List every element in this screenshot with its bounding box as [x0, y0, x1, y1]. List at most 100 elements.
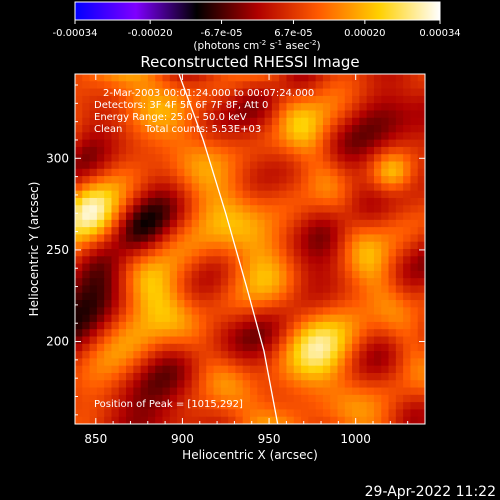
heatmap-cell [373, 212, 382, 221]
heatmap-cell [352, 270, 360, 279]
heatmap-cell [315, 416, 324, 424]
heatmap-cell [220, 278, 229, 287]
heatmap-cell [410, 278, 419, 287]
heatmap-cell [177, 249, 185, 257]
heatmap-cell [111, 205, 120, 214]
heatmap-cell [410, 351, 419, 359]
heatmap-cell [322, 263, 331, 272]
heatmap-cell [279, 372, 288, 381]
heatmap-cell [337, 227, 346, 236]
heatmap-cell [257, 372, 266, 381]
heatmap-cell [250, 103, 258, 112]
heatmap-cell [96, 263, 105, 272]
heatmap-cell [140, 168, 149, 177]
heatmap-cell [403, 329, 412, 338]
heatmap-cell [89, 146, 98, 155]
heatmap-cell [184, 190, 193, 199]
heatmap-cell [388, 285, 397, 294]
heatmap-cell [155, 307, 164, 316]
heatmap-cell [75, 219, 83, 228]
heatmap-cell [184, 402, 193, 411]
heatmap-cell [403, 314, 412, 323]
heatmap-cell [330, 139, 339, 148]
heatmap-cell [111, 321, 120, 330]
heatmap-cell [271, 394, 280, 403]
heatmap-cell [206, 183, 215, 192]
heatmap-cell [264, 365, 273, 374]
heatmap-cell [395, 81, 404, 90]
heatmap-cell [366, 227, 375, 236]
heatmap-cell [198, 110, 207, 119]
heatmap-cell [403, 285, 412, 294]
heatmap-cell [169, 139, 178, 148]
heatmap-cell [322, 285, 331, 294]
heatmap-cell [308, 168, 317, 177]
heatmap-cell [169, 285, 178, 294]
heatmap-cell [388, 190, 397, 199]
heatmap-cell [352, 183, 360, 192]
heatmap-cell [417, 263, 425, 272]
heatmap-cell [373, 205, 382, 214]
heatmap-cell [104, 168, 113, 177]
heatmap-cell [308, 365, 317, 374]
heatmap-cell [417, 110, 425, 119]
heatmap-cell [177, 110, 185, 119]
heatmap-cell [198, 168, 207, 177]
heatmap-cell [417, 409, 425, 418]
heatmap-cell [373, 168, 382, 177]
heatmap-cell [366, 351, 375, 359]
heatmap-cell [118, 300, 127, 308]
heatmap-cell [242, 125, 251, 133]
heatmap-cell [235, 372, 244, 381]
heatmap-cell [271, 103, 280, 112]
heatmap-cell [308, 95, 317, 104]
heatmap-cell [126, 81, 134, 90]
heatmap-cell [96, 168, 105, 177]
heatmap-cell [322, 343, 331, 352]
heatmap-cell [322, 307, 331, 316]
heatmap-cell [322, 292, 331, 301]
heatmap-cell [308, 197, 317, 206]
heatmap-cell [322, 88, 331, 97]
heatmap-cell [169, 168, 178, 177]
heatmap-cell [155, 241, 164, 250]
heatmap-cell [373, 161, 382, 170]
heatmap-cell [89, 380, 98, 389]
heatmap-cell [271, 88, 280, 97]
heatmap-cell [250, 183, 258, 192]
heatmap-cell [75, 139, 83, 148]
heatmap-cell [133, 380, 142, 389]
heatmap-cell [373, 351, 382, 359]
heatmap-cell [206, 307, 215, 316]
heatmap-cell [220, 329, 229, 338]
heatmap-cell [264, 132, 273, 141]
heatmap-cell [352, 380, 360, 389]
heatmap-cell [388, 183, 397, 192]
heatmap-cell [111, 117, 120, 126]
heatmap-cell [96, 292, 105, 301]
heatmap-cell [308, 307, 317, 316]
heatmap-cell [359, 125, 368, 133]
heatmap-cell [184, 183, 193, 192]
heatmap-cell [155, 95, 164, 104]
heatmap-cell [308, 132, 317, 141]
heatmap-cell [301, 365, 309, 374]
heatmap-cell [366, 183, 375, 192]
heatmap-cell [177, 256, 185, 265]
heatmap-cell [403, 74, 412, 82]
heatmap-cell [286, 336, 295, 345]
heatmap-cell [257, 358, 266, 367]
heatmap-cell [147, 372, 156, 381]
heatmap-cell [206, 219, 215, 228]
heatmap-cell [301, 387, 309, 396]
heatmap-cell [133, 365, 142, 374]
heatmap-cell [373, 139, 382, 148]
colorbar-tick-label: -0.00034 [53, 28, 98, 39]
heatmap-cell [359, 190, 368, 199]
heatmap-cell [242, 300, 251, 308]
heatmap-cell [82, 95, 91, 104]
heatmap-cell [352, 387, 360, 396]
heatmap-cell [366, 103, 375, 112]
heatmap-cell [366, 117, 375, 126]
heatmap-cell [403, 161, 412, 170]
